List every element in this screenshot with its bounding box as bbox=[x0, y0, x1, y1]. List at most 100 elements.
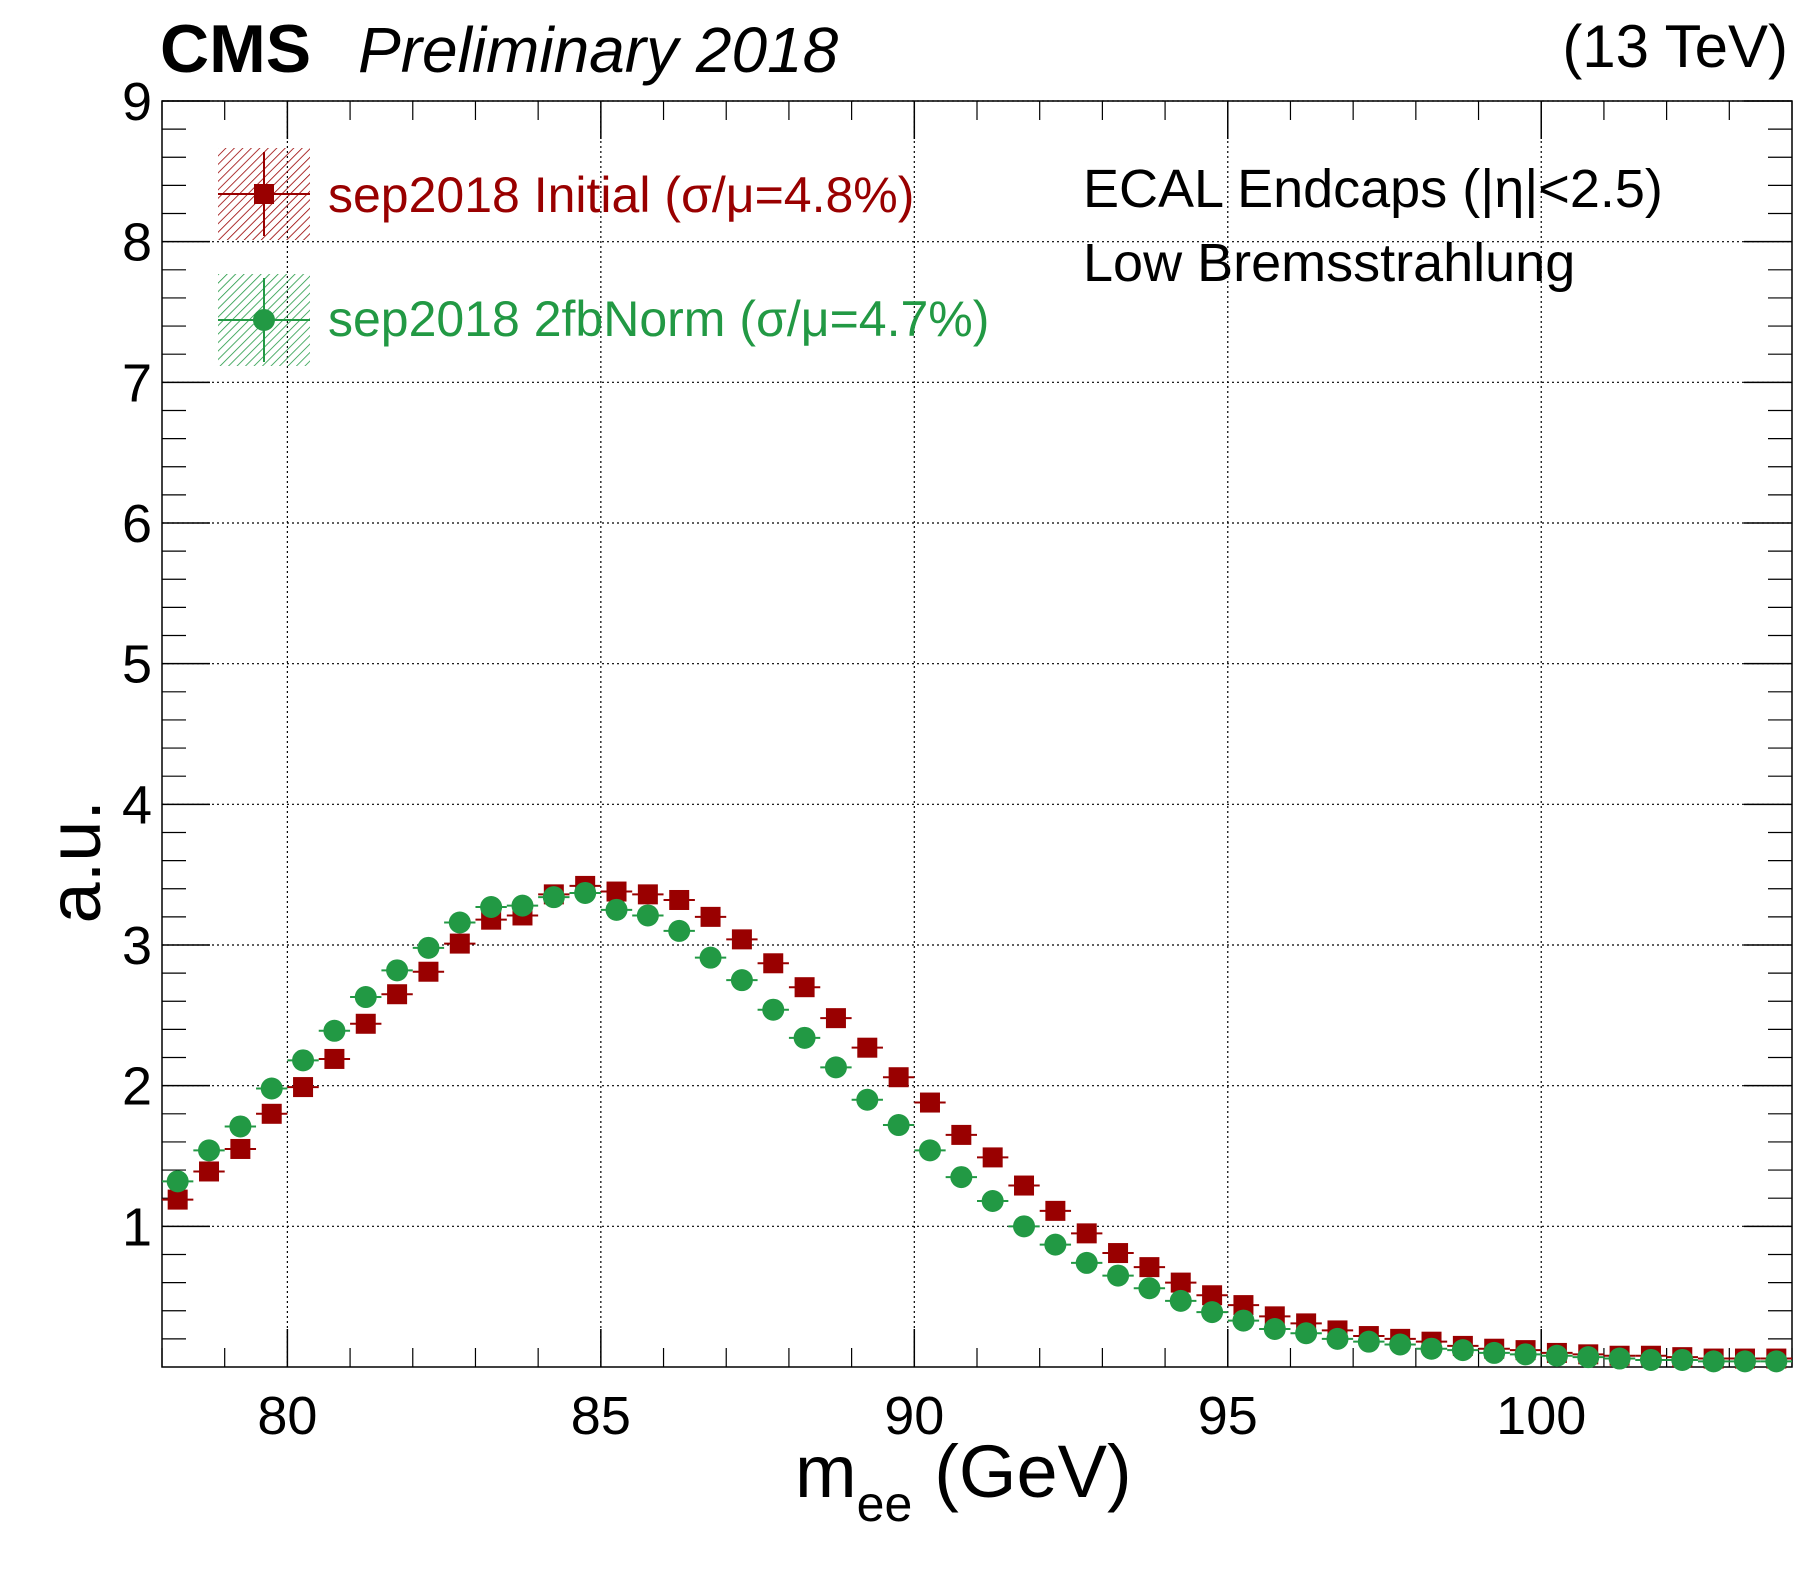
data-point bbox=[824, 1056, 847, 1079]
y-tick-label: 3 bbox=[122, 916, 152, 976]
data-point bbox=[1107, 1264, 1130, 1287]
legend-marker bbox=[253, 309, 275, 331]
data-point bbox=[1045, 1200, 1066, 1221]
data-point bbox=[1545, 1344, 1568, 1367]
data-point bbox=[1420, 1337, 1443, 1360]
data-point bbox=[1608, 1347, 1631, 1370]
data-point bbox=[230, 1138, 251, 1159]
data-point bbox=[1013, 1215, 1036, 1238]
data-point bbox=[763, 953, 784, 974]
data-point bbox=[919, 1092, 940, 1113]
data-point bbox=[354, 986, 377, 1009]
data-point bbox=[1765, 1350, 1788, 1373]
data-point bbox=[542, 886, 565, 909]
data-point bbox=[480, 896, 503, 919]
data-point bbox=[198, 1139, 221, 1162]
x-tick-label: 80 bbox=[257, 1386, 317, 1446]
data-point bbox=[1702, 1350, 1725, 1373]
data-point bbox=[1138, 1277, 1161, 1300]
data-point bbox=[762, 998, 785, 1021]
data-point bbox=[229, 1115, 252, 1138]
data-point bbox=[918, 1139, 941, 1162]
y-tick-label: 6 bbox=[122, 494, 152, 554]
energy-label: (13 TeV) bbox=[1562, 13, 1788, 80]
data-point bbox=[418, 961, 439, 982]
data-point bbox=[637, 884, 658, 905]
data-point bbox=[1170, 1272, 1191, 1293]
data-point bbox=[1295, 1322, 1318, 1345]
data-point bbox=[668, 919, 691, 942]
legend-symbol-norm bbox=[218, 274, 310, 366]
y-axis-title: a.u. bbox=[33, 800, 116, 923]
legend: sep2018 Initial (σ/μ=4.8%) sep2018 2fbNo… bbox=[218, 148, 989, 366]
data-point bbox=[386, 959, 409, 982]
data-point bbox=[1169, 1289, 1192, 1312]
data-point bbox=[449, 933, 470, 954]
x-tick-label: 100 bbox=[1496, 1386, 1586, 1446]
data-point bbox=[1108, 1243, 1129, 1264]
series-initial bbox=[162, 875, 1792, 1369]
data-point bbox=[1451, 1339, 1474, 1362]
y-tick-label: 7 bbox=[122, 353, 152, 413]
legend-symbol-initial bbox=[218, 148, 310, 240]
annotation-category: Low Bremsstrahlung bbox=[1083, 233, 1575, 293]
data-point bbox=[511, 894, 534, 917]
axis-ticks bbox=[161, 100, 1793, 1367]
y-tick-label: 4 bbox=[122, 775, 152, 835]
data-point bbox=[1044, 1233, 1067, 1256]
data-point bbox=[1326, 1327, 1349, 1350]
y-tick-label: 9 bbox=[122, 72, 152, 132]
y-tick-label: 1 bbox=[122, 1197, 152, 1257]
data-point bbox=[324, 1048, 345, 1069]
y-tick-label: 2 bbox=[122, 1057, 152, 1117]
data-point bbox=[199, 1161, 220, 1182]
data-point bbox=[825, 1008, 846, 1029]
data-point bbox=[700, 906, 721, 927]
data-point bbox=[887, 1114, 910, 1137]
data-point bbox=[731, 929, 752, 950]
data-point bbox=[1263, 1318, 1286, 1341]
x-tick-label: 85 bbox=[571, 1386, 631, 1446]
data-point bbox=[1733, 1350, 1756, 1373]
data-point bbox=[1139, 1257, 1160, 1278]
data-point bbox=[856, 1088, 879, 1111]
data-point bbox=[888, 1067, 909, 1088]
legend-label-initial: sep2018 Initial (σ/μ=4.8%) bbox=[328, 167, 914, 223]
data-point bbox=[1014, 1175, 1035, 1196]
data-series bbox=[162, 875, 1792, 1373]
series-norm bbox=[162, 881, 1792, 1373]
data-point bbox=[417, 936, 440, 959]
data-point bbox=[1202, 1285, 1223, 1306]
x-axis-title: mee (GeV) bbox=[795, 1430, 1132, 1532]
data-point bbox=[293, 1077, 314, 1098]
data-point bbox=[1201, 1301, 1224, 1324]
data-point bbox=[794, 977, 815, 998]
legend-marker bbox=[254, 184, 274, 204]
data-point bbox=[730, 969, 753, 992]
experiment-label: CMS bbox=[160, 11, 311, 87]
data-point bbox=[951, 1124, 972, 1145]
data-point bbox=[448, 911, 471, 934]
data-point bbox=[261, 1103, 282, 1124]
data-point bbox=[1389, 1333, 1412, 1356]
annotation-region: ECAL Endcaps (|η|<2.5) bbox=[1083, 159, 1663, 219]
data-point bbox=[605, 898, 628, 921]
data-point bbox=[982, 1147, 1003, 1168]
data-point bbox=[387, 984, 408, 1005]
data-point bbox=[167, 1189, 188, 1210]
data-point bbox=[793, 1026, 816, 1049]
x-axis-title-sub: ee bbox=[857, 1476, 913, 1532]
data-point bbox=[323, 1019, 346, 1042]
data-point bbox=[699, 946, 722, 969]
status-label: Preliminary 2018 bbox=[358, 14, 839, 86]
y-tick-label: 5 bbox=[122, 635, 152, 695]
data-point bbox=[355, 1013, 376, 1034]
data-point bbox=[1671, 1348, 1694, 1371]
data-point bbox=[1075, 1251, 1098, 1274]
data-point bbox=[574, 881, 597, 904]
data-point bbox=[166, 1170, 189, 1193]
data-point bbox=[1076, 1223, 1097, 1244]
x-axis-title-unit: (GeV) bbox=[934, 1430, 1131, 1513]
data-point bbox=[1639, 1348, 1662, 1371]
data-point bbox=[260, 1077, 283, 1100]
